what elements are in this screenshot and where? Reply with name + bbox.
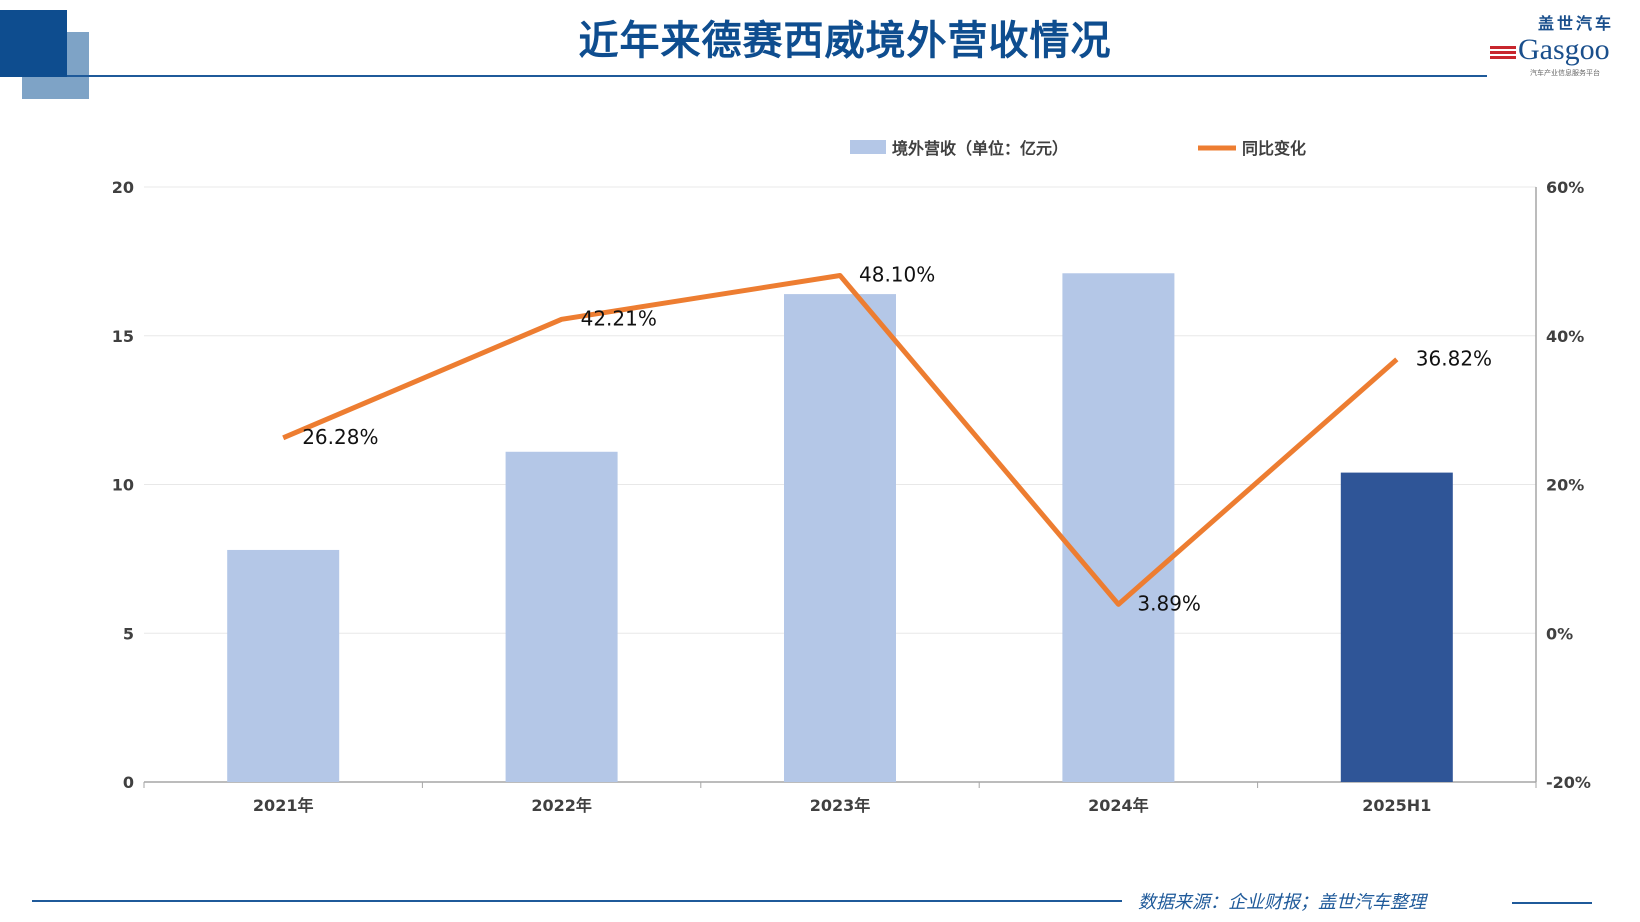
x-tick-label: 2024年 xyxy=(1088,796,1149,815)
left-tick-label: 15 xyxy=(112,327,134,346)
legend-bar-label: 境外营收（单位：亿元） xyxy=(892,139,1068,158)
bar xyxy=(1062,273,1175,782)
logo-stripes xyxy=(1490,46,1516,60)
x-tick-label: 2023年 xyxy=(810,796,871,815)
bar xyxy=(505,451,618,782)
line-data-label: 26.28% xyxy=(302,425,378,449)
x-tick-label: 2022年 xyxy=(531,796,592,815)
right-tick-label: -20% xyxy=(1546,773,1591,792)
right-tick-label: 20% xyxy=(1546,476,1584,495)
left-tick-label: 5 xyxy=(123,624,134,643)
bar xyxy=(1340,472,1453,782)
right-tick-label: 40% xyxy=(1546,327,1584,346)
footer-line-right xyxy=(1512,902,1592,904)
line-data-label: 48.10% xyxy=(859,263,935,287)
left-tick-label: 10 xyxy=(112,476,134,495)
right-tick-label: 0% xyxy=(1546,624,1573,643)
logo-en: Gasgoo xyxy=(1518,33,1610,66)
right-tick-label: 60% xyxy=(1546,178,1584,197)
bar xyxy=(227,549,340,782)
legend-bar-swatch xyxy=(850,140,886,154)
data-source: 数据来源：企业财报；盖世汽车整理 xyxy=(1138,892,1426,913)
legend-line-label: 同比变化 xyxy=(1242,139,1306,158)
page-title: 近年来德赛西威境外营收情况 xyxy=(578,18,1112,64)
yoy-line xyxy=(282,273,1399,607)
line-data-label: 36.82% xyxy=(1416,346,1492,370)
x-tick-label: 2025H1 xyxy=(1362,796,1431,815)
corner-block-dark xyxy=(0,10,67,77)
footer-line-left xyxy=(32,900,1122,902)
x-tick-label: 2021年 xyxy=(253,796,314,815)
left-tick-label: 20 xyxy=(112,178,134,197)
logo-cn: 盖世汽车 xyxy=(1538,14,1615,33)
bar xyxy=(784,294,896,782)
left-tick-label: 0 xyxy=(123,773,134,792)
gasgoo-logo: 盖世汽车 Gasgoo 汽车产业信息服务平台 xyxy=(1490,16,1635,80)
logo-tagline: 汽车产业信息服务平台 xyxy=(1530,69,1600,77)
line-data-label: 3.89% xyxy=(1137,591,1201,615)
title-underline xyxy=(67,75,1487,77)
line-data-label: 42.21% xyxy=(581,306,657,330)
